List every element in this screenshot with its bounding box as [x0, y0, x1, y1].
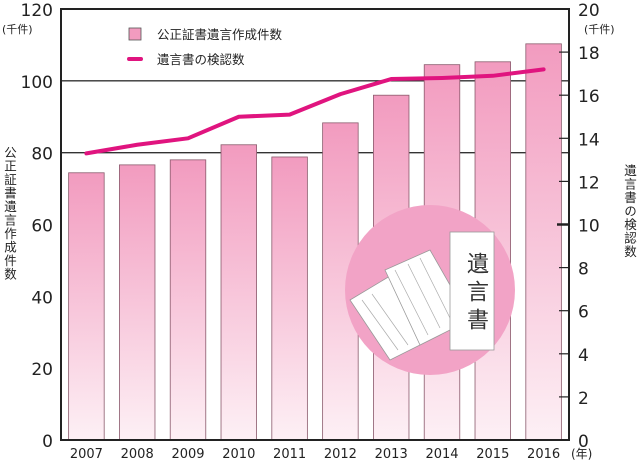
x-tick-label: 2014: [425, 447, 458, 462]
x-tick-label: 2007: [70, 447, 103, 462]
left-tick-label: 40: [31, 288, 53, 308]
illustration-label: 遺言書: [463, 252, 488, 336]
bar-2008: [119, 164, 156, 441]
x-tick-label: 2009: [171, 447, 204, 462]
right-tick-label: 16: [578, 87, 600, 107]
x-tick-label: 2015: [476, 447, 509, 462]
right-tick-label: 8: [578, 260, 589, 280]
left-unit-label: (千件): [2, 23, 33, 36]
bar-2011: [271, 156, 308, 441]
bar-2016: [525, 43, 562, 441]
right-unit-label: (千件): [584, 23, 615, 36]
x-unit-label: (年): [571, 447, 592, 461]
left-tick-label: 0: [42, 432, 53, 452]
x-tick-label: 2008: [121, 447, 154, 462]
right-tick-label: 6: [578, 303, 589, 323]
x-tick-label: 2013: [375, 447, 408, 462]
right-tick-label: 10: [578, 217, 600, 237]
x-tick-label: 2011: [273, 447, 306, 462]
left-tick-label: 120: [21, 1, 53, 21]
left-tick-label: 20: [31, 360, 53, 380]
left-tick-label: 80: [31, 145, 53, 165]
right-tick-label: 0: [578, 432, 589, 452]
will-document-illustration: [345, 205, 515, 375]
right-tick-label: 12: [578, 173, 600, 193]
left-tick-label: 60: [31, 217, 53, 237]
left-tick-label: 100: [21, 73, 53, 93]
right-tick-label: 18: [578, 44, 600, 64]
bar-2007: [68, 172, 105, 441]
bar-2009: [169, 159, 207, 441]
right-axis-label: 遺言書の検認数: [622, 164, 637, 259]
bar-2010: [220, 144, 257, 441]
x-tick-label: 2010: [222, 447, 255, 462]
right-tick-label: 4: [578, 346, 589, 366]
legend-bar-swatch: [128, 27, 142, 41]
right-tick-label: 2: [578, 389, 589, 409]
x-tick-label: 2012: [324, 447, 357, 462]
right-tick-label: 14: [578, 130, 600, 150]
x-tick-label: 2016: [527, 447, 560, 462]
left-axis-label: 公正証書遺言作成件数: [2, 146, 17, 281]
legend-bar-label: 公正証書遺言作成件数: [157, 27, 283, 42]
right-tick-label: 20: [578, 1, 600, 21]
legend-line-label: 遺言書の検認数: [157, 52, 245, 67]
line-series: [84, 67, 546, 156]
